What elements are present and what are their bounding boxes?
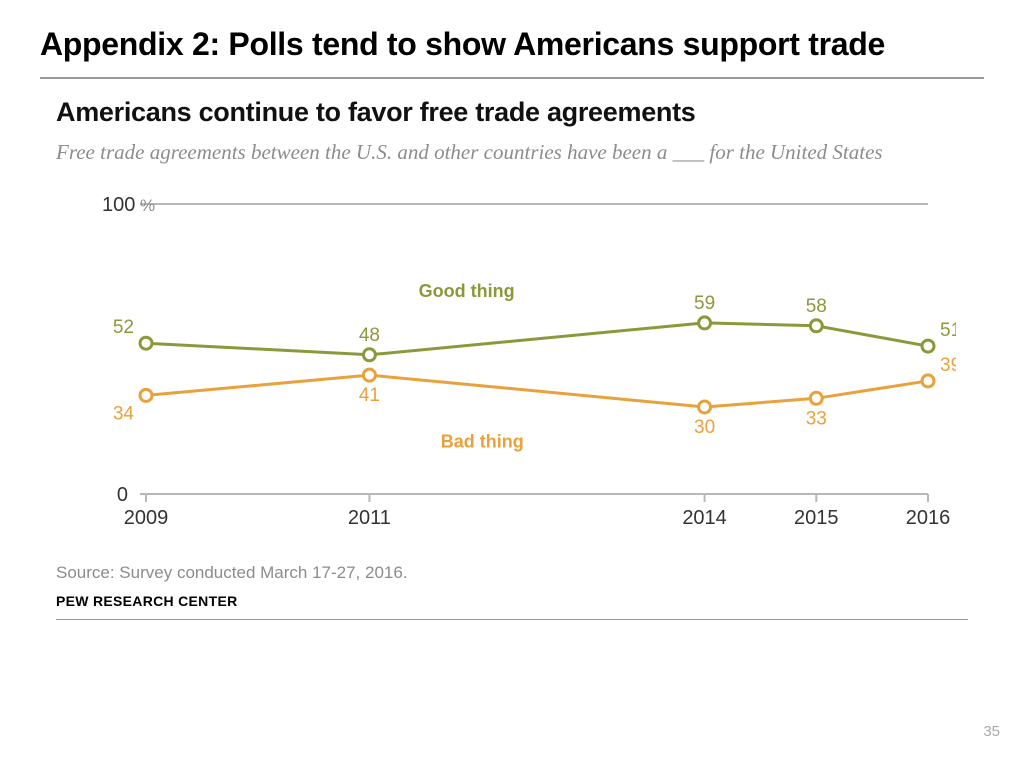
series-marker-good <box>363 349 375 361</box>
series-value-good: 52 <box>113 318 134 339</box>
series-marker-good <box>140 338 152 350</box>
series-value-good: 48 <box>359 325 380 346</box>
series-value-bad: 34 <box>113 404 135 425</box>
title-divider <box>40 77 984 79</box>
series-marker-bad <box>922 375 934 387</box>
series-marker-bad <box>699 401 711 413</box>
series-marker-good <box>922 340 934 352</box>
x-tick-label: 2011 <box>348 507 391 529</box>
x-tick-label: 2016 <box>906 507 951 529</box>
series-marker-good <box>810 320 822 332</box>
x-tick-label: 2014 <box>682 507 727 529</box>
series-value-bad: 39 <box>940 355 956 376</box>
series-value-good: 58 <box>806 296 827 317</box>
line-chart: 100% 02009 2011 2014 2015 2016 52 48 59 58 51 Good … <box>56 184 968 549</box>
chart-org: PEW RESEARCH CENTER <box>0 593 1024 619</box>
slide-number: 35 <box>983 723 1000 740</box>
y-tick-100: 100 <box>102 194 135 216</box>
series-label-good: Good thing <box>419 281 515 301</box>
series-marker-bad <box>810 393 822 405</box>
y-tick-0: 0 <box>117 484 128 506</box>
x-tick-label: 2015 <box>794 507 839 529</box>
series-value-good: 59 <box>694 293 715 314</box>
footer-divider <box>56 619 968 620</box>
chart-subtitle: Free trade agreements between the U.S. a… <box>0 138 1024 184</box>
chart-svg: 100% 02009 2011 2014 2015 2016 52 48 59 58 51 Good … <box>56 184 956 544</box>
series-marker-good <box>699 317 711 329</box>
series-value-bad: 33 <box>806 409 827 430</box>
chart-title: Americans continue to favor free trade a… <box>0 97 1024 138</box>
page-title: Appendix 2: Polls tend to show Americans… <box>0 0 1024 77</box>
series-value-good: 51 <box>940 320 956 341</box>
y-unit-percent: % <box>140 196 155 215</box>
x-tick-label: 2009 <box>124 507 169 529</box>
chart-source: Source: Survey conducted March 17-27, 20… <box>0 549 1024 593</box>
series-marker-bad <box>140 390 152 402</box>
series-label-bad: Bad thing <box>441 432 524 452</box>
series-value-bad: 30 <box>694 417 715 438</box>
series-marker-bad <box>363 369 375 381</box>
series-value-bad: 41 <box>359 385 380 406</box>
